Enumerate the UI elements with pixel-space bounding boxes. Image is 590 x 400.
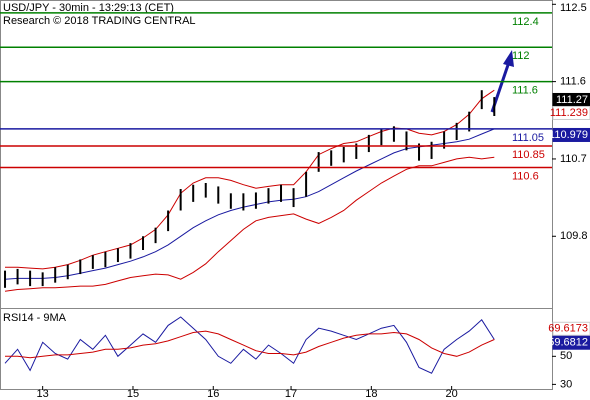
x-tick-label: 15 bbox=[127, 388, 139, 400]
level-label: 111.05 bbox=[512, 132, 544, 144]
y-tick-label: 112.5 bbox=[560, 2, 587, 14]
price-tag: 110.979 bbox=[549, 129, 588, 141]
series-line bbox=[5, 330, 495, 359]
plot-frame bbox=[0, 0, 553, 390]
x-tick-label: 20 bbox=[446, 388, 458, 400]
y-tick-label: 50 bbox=[560, 350, 572, 362]
y-tick-label: 30 bbox=[560, 378, 572, 390]
level-label: 110.85 bbox=[512, 149, 545, 161]
chart-title: USD/JPY - 30min - 13:29:13 (CET) bbox=[3, 2, 174, 14]
series-line bbox=[4, 316, 495, 374]
arrow-head bbox=[503, 50, 514, 67]
y-tick-label: 109.8 bbox=[560, 230, 588, 242]
price-tag-box bbox=[552, 321, 590, 336]
rsi-title: RSI14 - 9MA bbox=[3, 312, 67, 324]
chart-subtitle: Research © 2018 TRADING CENTRAL bbox=[3, 15, 196, 27]
x-tick-label: 17 bbox=[285, 388, 297, 400]
price-tag: 111.27 bbox=[556, 94, 588, 106]
series-line bbox=[4, 128, 495, 280]
x-tick-label: 18 bbox=[365, 388, 377, 400]
price-tag: 59.6812 bbox=[548, 337, 588, 349]
price-tag-box bbox=[552, 335, 590, 350]
level-label: 111.6 bbox=[512, 85, 538, 97]
x-tick-label: 13 bbox=[37, 388, 49, 400]
series-line bbox=[5, 89, 495, 270]
y-tick-label: 111.6 bbox=[560, 76, 586, 88]
level-label: 112.4 bbox=[512, 16, 539, 28]
price-tag: 69.6173 bbox=[548, 323, 588, 335]
level-label: 110.6 bbox=[512, 170, 539, 182]
y-tick-label: 110.7 bbox=[560, 153, 587, 165]
price-tag-box bbox=[552, 105, 590, 120]
x-tick-label: 16 bbox=[207, 388, 219, 400]
level-label: 112 bbox=[512, 50, 530, 62]
price-tag: 111.239 bbox=[550, 107, 588, 119]
price-tag-box bbox=[552, 127, 590, 142]
series-line bbox=[4, 156, 495, 292]
